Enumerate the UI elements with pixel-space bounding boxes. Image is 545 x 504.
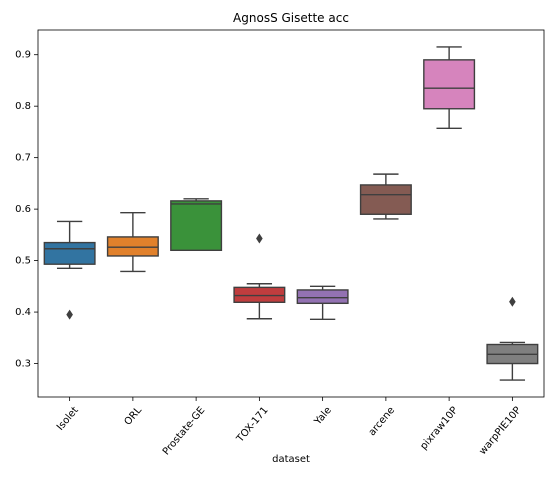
y-tick-label: 0.4	[15, 307, 31, 318]
y-tick-label: 0.7	[15, 153, 31, 164]
y-tick-label: 0.9	[15, 50, 31, 61]
box-orl	[106, 212, 159, 273]
x-axis: Isolet ORL Prostate-GE TOX-171 Yale arcene pix…	[55, 397, 524, 457]
iqr-box	[43, 241, 96, 265]
x-tick-label: TOX-171	[234, 405, 270, 445]
box-isolet	[43, 220, 96, 320]
outlier-point	[256, 233, 263, 244]
x-tick-label: ORL	[123, 405, 145, 428]
box-tox-171	[233, 233, 286, 320]
x-tick-label: arcene	[367, 405, 397, 438]
iqr-box	[423, 59, 476, 110]
x-tick-label: Prostate-GE	[161, 405, 208, 457]
iqr-box	[170, 200, 223, 252]
box-warppie10p	[486, 296, 539, 381]
iqr-box	[106, 236, 159, 257]
y-tick-label: 0.6	[15, 204, 31, 215]
box-yale	[296, 285, 349, 320]
x-tick-label: warpPIE10P	[477, 405, 523, 457]
plot-area	[37, 29, 545, 398]
y-tick-label: 0.3	[15, 359, 31, 370]
y-axis: 0.3 0.4 0.5 0.6 0.7 0.8 0.9	[15, 50, 38, 370]
outlier-point	[509, 296, 516, 307]
box-prostate-ge	[170, 198, 223, 252]
iqr-box	[359, 184, 412, 215]
plot-frame	[37, 29, 545, 398]
iqr-box	[296, 289, 349, 305]
y-tick-label: 0.8	[15, 101, 31, 112]
x-axis-label: dataset	[272, 454, 310, 465]
chart-title: AgnosS Gisette acc	[233, 11, 349, 25]
x-tick-label: Isolet	[55, 405, 81, 433]
y-tick-label: 0.5	[15, 256, 31, 267]
box-pixraw10p	[423, 46, 476, 130]
x-tick-label: Yale	[312, 405, 334, 428]
box-arcene	[359, 173, 412, 220]
outlier-point	[66, 309, 73, 320]
x-tick-label: pixraw10P	[418, 405, 460, 452]
iqr-box	[233, 286, 286, 303]
